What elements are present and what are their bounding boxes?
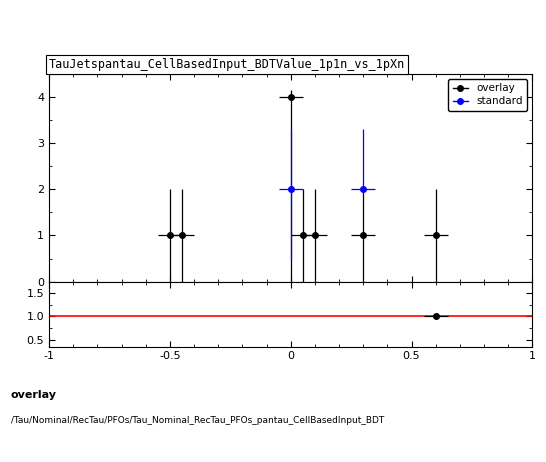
Text: /Tau/Nominal/RecTau/PFOs/Tau_Nominal_RecTau_PFOs_pantau_CellBasedInput_BDT: /Tau/Nominal/RecTau/PFOs/Tau_Nominal_Rec… xyxy=(11,416,384,425)
Text: overlay: overlay xyxy=(11,390,57,401)
Text: TauJetspantau_CellBasedInput_BDTValue_1p1n_vs_1pXn: TauJetspantau_CellBasedInput_BDTValue_1p… xyxy=(49,58,405,71)
Legend: overlay, standard: overlay, standard xyxy=(448,79,527,110)
